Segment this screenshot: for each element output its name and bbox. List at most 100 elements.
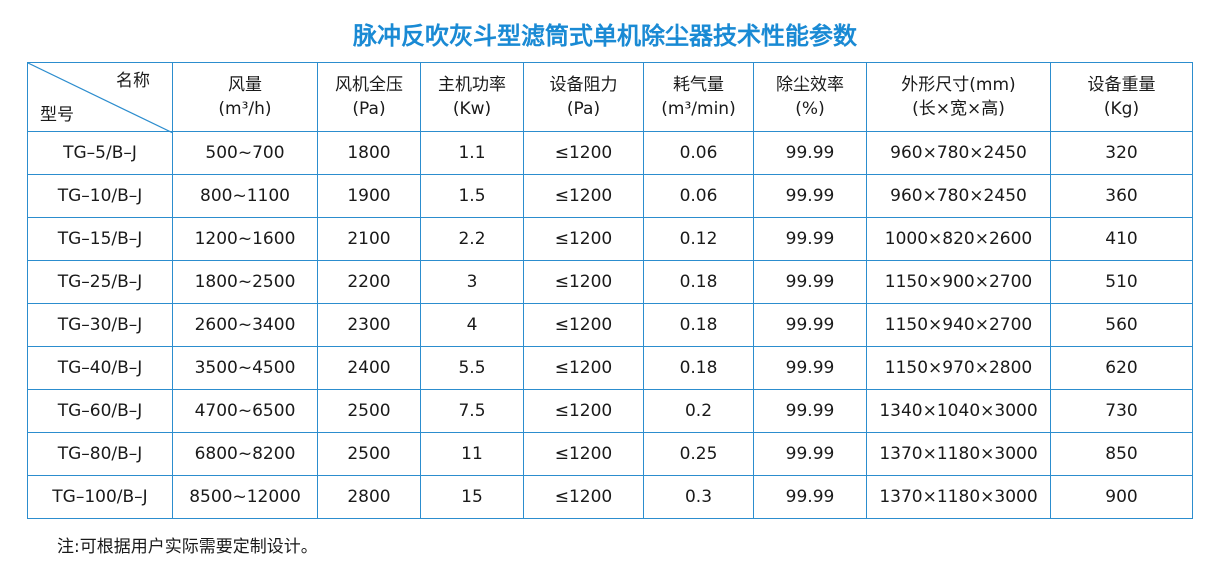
header-cell: 主机功率 (Kw) — [420, 62, 524, 132]
table-cell: 99.99 — [753, 475, 867, 519]
table-cell: TG–60/B–J — [27, 389, 173, 433]
header-cell: 外形尺寸(mm) (长×宽×高) — [866, 62, 1051, 132]
table-row: TG–30/B–J 2600~3400 2300 4 ≤1200 0.18 99.99 115… — [27, 303, 1193, 347]
table-cell: 1200~1600 — [172, 217, 318, 261]
table-cell: 1800 — [317, 131, 421, 175]
table-cell: 1.5 — [420, 174, 524, 218]
table-cell: 6800~8200 — [172, 432, 318, 476]
table-cell: 99.99 — [753, 389, 867, 433]
table-cell: 0.25 — [643, 432, 754, 476]
table-cell: 0.06 — [643, 131, 754, 175]
header-cell: 设备重量 (Kg) — [1050, 62, 1193, 132]
table-cell: 500~700 — [172, 131, 318, 175]
table-cell: TG–5/B–J — [27, 131, 173, 175]
corner-bottom: 型号 — [40, 105, 74, 125]
table-cell: 960×780×2450 — [866, 131, 1051, 175]
header-line: 耗气量 — [673, 75, 724, 95]
table-row: TG–80/B–J 6800~8200 2500 11 ≤1200 0.25 99.99 13… — [27, 432, 1193, 476]
table-cell: TG–15/B–J — [27, 217, 173, 261]
header-line: (m³/h) — [218, 99, 272, 119]
table-cell: 2500 — [317, 389, 421, 433]
table-cell: 2200 — [317, 260, 421, 304]
table-cell: 0.3 — [643, 475, 754, 519]
table-cell: ≤1200 — [523, 260, 644, 304]
table-cell: 1800~2500 — [172, 260, 318, 304]
header-line: (长×宽×高) — [912, 99, 1005, 119]
title: 脉冲反吹灰斗型滤筒式单机除尘器技术性能参数 — [353, 22, 857, 50]
table-cell: 99.99 — [753, 303, 867, 347]
table-cell: ≤1200 — [523, 475, 644, 519]
table-cell: 2100 — [317, 217, 421, 261]
table-cell: 1900 — [317, 174, 421, 218]
table-cell: 15 — [420, 475, 524, 519]
table-row: TG–25/B–J 1800~2500 2200 3 ≤1200 0.18 99.99 115… — [27, 260, 1193, 304]
table-cell: 5.5 — [420, 346, 524, 390]
table-cell: 510 — [1050, 260, 1193, 304]
table-cell: 410 — [1050, 217, 1193, 261]
table-row: TG–100/B–J 8500~12000 2800 15 ≤1200 0.3 99.99 1… — [27, 475, 1193, 519]
table-cell: 7.5 — [420, 389, 524, 433]
table-cell: 99.99 — [753, 174, 867, 218]
header-cell: 设备阻力 (Pa) — [523, 62, 644, 132]
table-cell: 0.18 — [643, 346, 754, 390]
table-cell: 1370×1180×3000 — [866, 475, 1051, 519]
table-body: TG–5/B–J 500~700 1800 1.1 ≤1200 0.06 99.99 960×… — [27, 131, 1193, 519]
table-cell: ≤1200 — [523, 217, 644, 261]
header-line: 外形尺寸(mm) — [901, 75, 1016, 95]
table-cell: 0.12 — [643, 217, 754, 261]
table-cell: 0.06 — [643, 174, 754, 218]
table-row: TG–10/B–J 800~1100 1900 1.5 ≤1200 0.06 99.99 96… — [27, 174, 1193, 218]
table-row: TG–15/B–J 1200~1600 2100 2.2 ≤1200 0.12 99.99 1… — [27, 217, 1193, 261]
header-line: (%) — [795, 99, 825, 119]
table-row: TG–40/B–J 3500~4500 2400 5.5 ≤1200 0.18 99.99 1… — [27, 346, 1193, 390]
table-cell: 2.2 — [420, 217, 524, 261]
header-line: 风机全压 — [335, 75, 403, 95]
table-cell: 2600~3400 — [172, 303, 318, 347]
table-cell: 1340×1040×3000 — [866, 389, 1051, 433]
header-line: 风量 — [228, 75, 262, 95]
header-line: (m³/min) — [661, 99, 736, 119]
table-cell: TG–10/B–J — [27, 174, 173, 218]
table-cell: 99.99 — [753, 346, 867, 390]
header-cell: 耗气量 (m³/min) — [643, 62, 754, 132]
table-cell: 800~1100 — [172, 174, 318, 218]
table-cell: 560 — [1050, 303, 1193, 347]
table-cell: TG–80/B–J — [27, 432, 173, 476]
table-cell: 2300 — [317, 303, 421, 347]
table-cell: 2800 — [317, 475, 421, 519]
table-cell: 730 — [1050, 389, 1193, 433]
table-cell: TG–100/B–J — [27, 475, 173, 519]
table-cell: ≤1200 — [523, 389, 644, 433]
table-cell: 3500~4500 — [172, 346, 318, 390]
header-row: 名称 型号 风量 (m³/h) 风机全压 (Pa) 主机功率 (Kw) 设备阻力 (Pa) 耗气… — [27, 62, 1193, 133]
table-cell: 320 — [1050, 131, 1193, 175]
table-cell: 850 — [1050, 432, 1193, 476]
table-cell: 3 — [420, 260, 524, 304]
table-cell: 960×780×2450 — [866, 174, 1051, 218]
table-cell: 1.1 — [420, 131, 524, 175]
header-line: 设备重量 — [1087, 75, 1156, 95]
spec-table: 名称 型号 风量 (m³/h) 风机全压 (Pa) 主机功率 (Kw) 设备阻力 (Pa) 耗气… — [27, 62, 1193, 519]
table-cell: 1150×900×2700 — [866, 260, 1051, 304]
table-cell: 1150×940×2700 — [866, 303, 1051, 347]
table-cell: 11 — [420, 432, 524, 476]
table-row: TG–60/B–J 4700~6500 2500 7.5 ≤1200 0.2 99.99 13… — [27, 389, 1193, 433]
table-cell: 2400 — [317, 346, 421, 390]
table-cell: 99.99 — [753, 217, 867, 261]
table-cell: TG–25/B–J — [27, 260, 173, 304]
header-line: (Kw) — [452, 99, 492, 119]
table-cell: 1150×970×2800 — [866, 346, 1051, 390]
table-cell: 4700~6500 — [172, 389, 318, 433]
table-cell: 2500 — [317, 432, 421, 476]
header-line: (Kg) — [1103, 99, 1140, 119]
corner-top: 名称 — [116, 71, 150, 91]
table-cell: 0.2 — [643, 389, 754, 433]
header-line: 主机功率 — [438, 75, 506, 95]
table-cell: 8500~12000 — [172, 475, 318, 519]
table-cell: TG–40/B–J — [27, 346, 173, 390]
header-line: (Pa) — [352, 99, 386, 119]
table-cell: 99.99 — [753, 432, 867, 476]
table-cell: 1370×1180×3000 — [866, 432, 1051, 476]
diagonal — [28, 63, 173, 133]
